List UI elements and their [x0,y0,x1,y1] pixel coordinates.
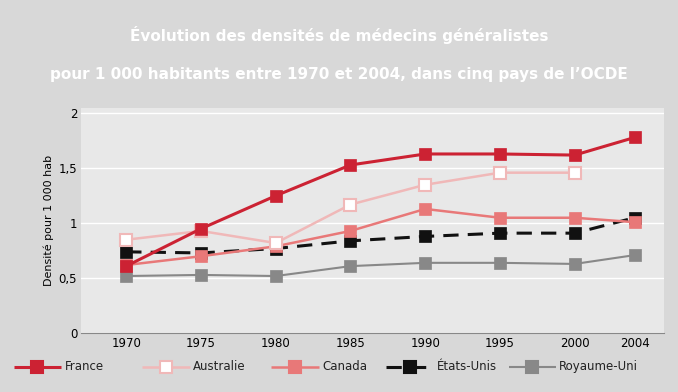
Text: France: France [64,360,104,373]
Text: Royaume-Uni: Royaume-Uni [559,360,639,373]
Text: États-Unis: États-Unis [437,360,498,373]
Text: Évolution des densités de médecins généralistes: Évolution des densités de médecins génér… [129,26,549,44]
Text: Australie: Australie [193,360,246,373]
Y-axis label: Densité pour 1 000 hab: Densité pour 1 000 hab [44,155,54,286]
Text: pour 1 000 habitants entre 1970 et 2004, dans cinq pays de l’OCDE: pour 1 000 habitants entre 1970 et 2004,… [50,67,628,82]
Text: Canada: Canada [322,360,367,373]
